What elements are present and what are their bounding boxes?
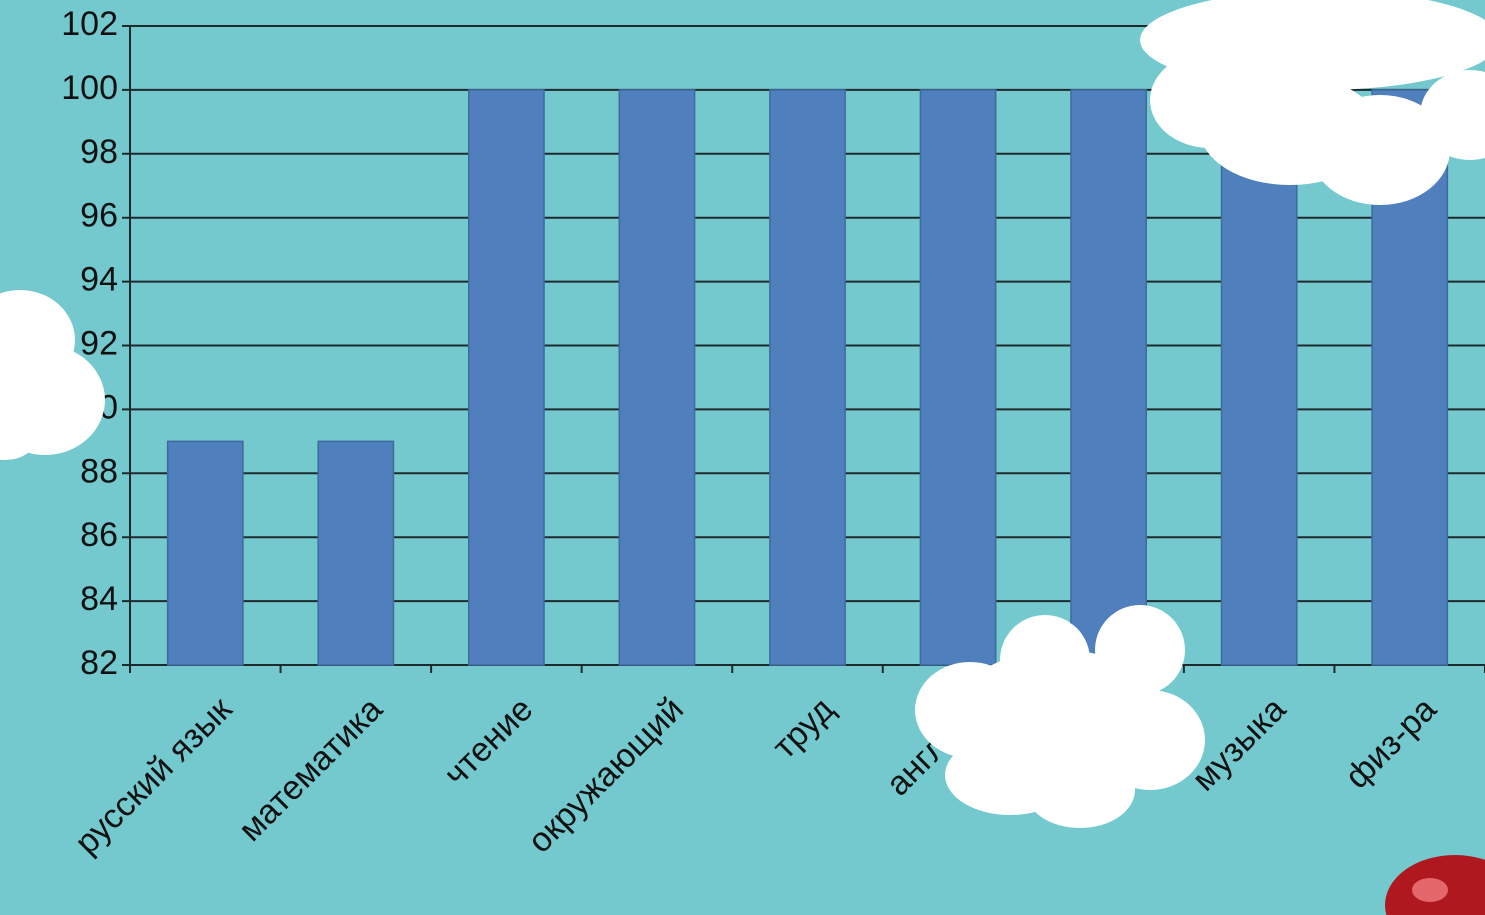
bar: [1070, 89, 1147, 666]
y-tick-label: 84: [80, 580, 118, 618]
y-tick-label: 100: [61, 69, 118, 107]
y-tick-label: 86: [80, 516, 118, 554]
y-tick-label: 82: [80, 644, 118, 682]
apple-decoration: [1385, 855, 1485, 915]
bar: [1220, 89, 1298, 666]
y-tick-label: 98: [80, 133, 118, 171]
cloud-decoration: [915, 605, 1205, 828]
bar: [919, 89, 997, 666]
x-tick-label: математика: [231, 690, 390, 849]
cloud-decoration: [1140, 0, 1485, 205]
bar: [618, 89, 696, 666]
y-tick-label: 92: [80, 324, 118, 362]
x-tick-label: окружающий: [521, 690, 691, 860]
x-tick-label: чтение: [437, 690, 541, 794]
x-tick-label: физ-ра: [1338, 690, 1444, 796]
cloud-decoration: [0, 290, 105, 460]
y-tick-label: 88: [80, 452, 118, 490]
y-tick-label: 102: [61, 5, 118, 43]
x-tick-label: русский язык: [68, 689, 240, 861]
y-tick-label: 96: [80, 197, 118, 235]
bar: [317, 440, 395, 666]
bar: [166, 440, 244, 666]
x-tick-label: труд: [765, 690, 841, 766]
y-tick-label: 94: [80, 261, 118, 299]
bar: [769, 89, 846, 666]
bar: [468, 89, 545, 666]
